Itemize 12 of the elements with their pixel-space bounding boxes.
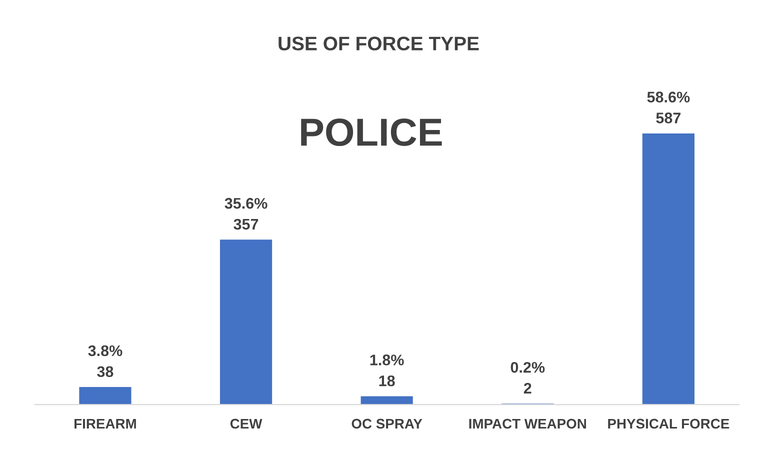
data-label: 0.2% 2: [510, 362, 545, 394]
chart-title: USE OF FORCE TYPE: [278, 36, 479, 50]
x-tick-label: IMPACT WEAPON: [469, 418, 586, 429]
data-label: 58.6% 587: [647, 92, 690, 124]
data-label: 35.6% 357: [224, 198, 268, 230]
data-label: 1.8% 18: [370, 354, 404, 386]
x-tick-label: CEW: [230, 418, 262, 429]
x-tick-label: PHYSICAL FORCE: [608, 418, 730, 429]
data-label: 3.8% 38: [88, 345, 122, 378]
chart-subtitle: POLICE: [301, 118, 442, 146]
x-tick-label: OC SPRAY: [352, 418, 422, 429]
x-tick-label: FIREARM: [74, 418, 136, 428]
